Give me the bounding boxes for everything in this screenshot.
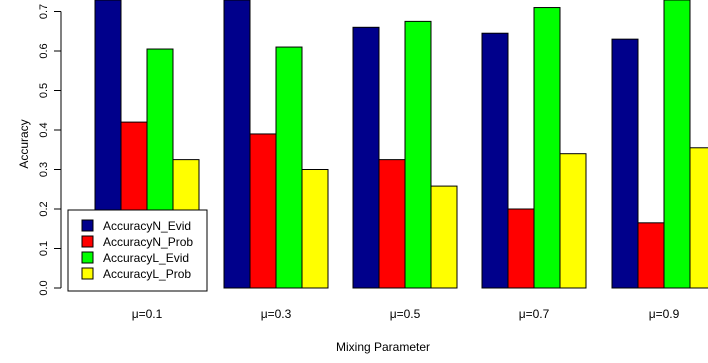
legend-swatch	[81, 251, 94, 264]
y-tick-label: 0.5	[38, 83, 50, 98]
bar-AccuracyN_Prob-3	[507, 208, 535, 289]
legend-label: AccuracyL_Prob	[103, 267, 191, 281]
x-axis-label: Mixing Parameter	[336, 340, 430, 354]
bar-AccuracyN_Evid-1	[223, 0, 251, 289]
bar-AccuracyL_Prob-4	[689, 147, 708, 289]
x-tick-label: μ=0.7	[519, 307, 550, 321]
y-tick-label: 0.4	[38, 122, 50, 137]
bar-AccuracyN_Prob-1	[249, 133, 277, 289]
x-tick-labels: μ=0.1 μ=0.3 μ=0.5 μ=0.7 μ=0.9	[132, 307, 680, 321]
legend: AccuracyN_Evid AccuracyN_Prob AccuracyL_Ev…	[67, 209, 208, 292]
bar-AccuracyN_Evid-3	[481, 32, 509, 289]
y-tick-label: 0.3	[38, 162, 50, 177]
y-tick-label: 0.0	[38, 280, 50, 295]
legend-label: AccuracyL_Evid	[103, 251, 189, 265]
x-tick-label: μ=0.3	[261, 307, 292, 321]
legend-label: AccuracyN_Evid	[103, 219, 191, 233]
legend-swatch	[81, 267, 94, 280]
y-axis: 0.0 0.1 0.2 0.3 0.4 0.5 0.6 0.7	[38, 4, 62, 296]
bar-AccuracyN_Prob-2	[378, 159, 406, 289]
x-tick-label: μ=0.5	[390, 307, 421, 321]
bar-AccuracyL_Prob-1	[301, 169, 329, 289]
bar-AccuracyL_Prob-3	[559, 153, 587, 289]
y-tick-label: 0.7	[38, 4, 50, 19]
legend-label: AccuracyN_Prob	[103, 235, 193, 249]
bar-AccuracyL_Evid-3	[533, 7, 561, 289]
bar-AccuracyN_Evid-2	[352, 26, 380, 289]
legend-swatch	[81, 219, 94, 232]
bar-AccuracyL_Prob-2	[430, 185, 458, 289]
bar-AccuracyL_Evid-1	[275, 46, 303, 289]
y-tick-label: 0.1	[38, 241, 50, 256]
bar-AccuracyN_Evid-4	[611, 38, 639, 289]
bar-AccuracyN_Prob-4	[637, 222, 665, 289]
y-tick-label: 0.2	[38, 201, 50, 216]
bar-AccuracyL_Evid-4	[663, 0, 691, 289]
x-tick-label: μ=0.1	[132, 307, 163, 321]
y-tick-label: 0.6	[38, 43, 50, 58]
bar-AccuracyL_Evid-2	[404, 20, 432, 289]
x-tick-label: μ=0.9	[649, 307, 680, 321]
legend-swatch	[81, 235, 94, 248]
y-axis-label: Accuracy	[17, 119, 31, 168]
